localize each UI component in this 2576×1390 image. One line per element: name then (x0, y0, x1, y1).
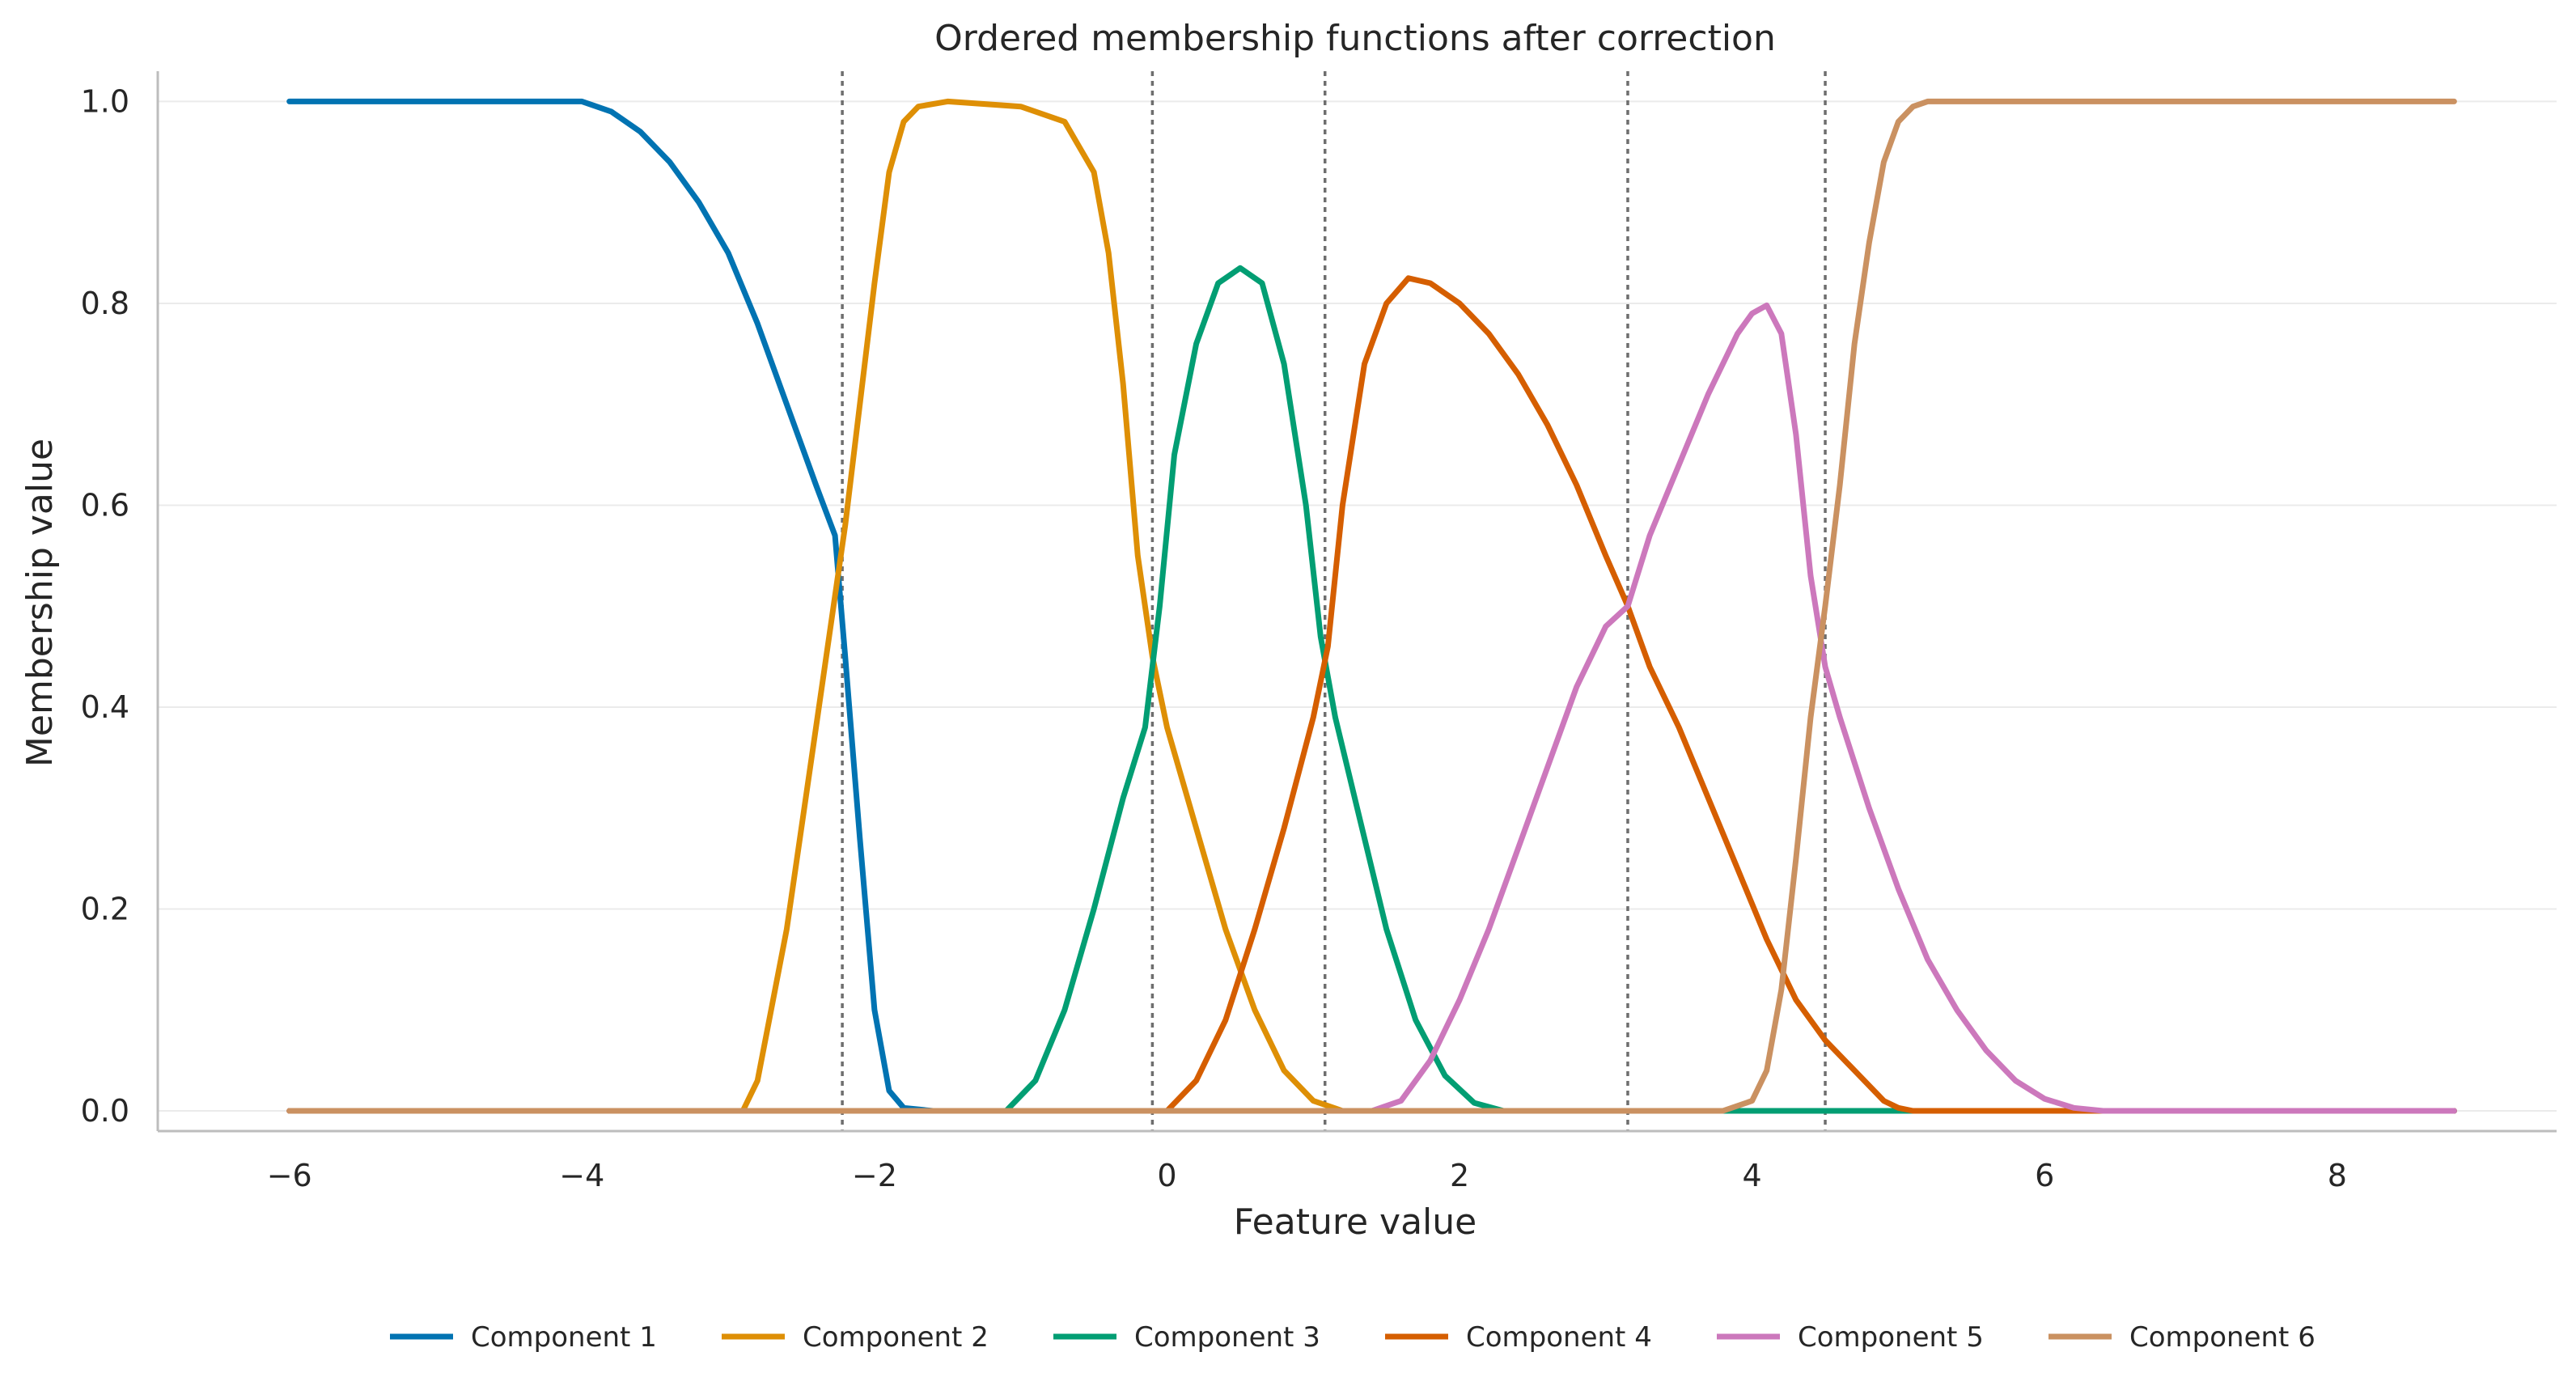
series-line-component-4 (286, 275, 2457, 1114)
legend-item-component-3: Component 3 (1053, 1321, 1320, 1354)
y-tick-label: 0.0 (81, 1093, 129, 1129)
series-line-component-6 (286, 98, 2457, 1114)
x-axis-label: Feature value (1234, 1201, 1477, 1243)
legend-label: Component 1 (471, 1321, 657, 1354)
x-tick-label: 2 (1450, 1158, 1469, 1193)
y-tick-label: 0.2 (81, 892, 129, 927)
x-tick-label: −2 (852, 1158, 897, 1193)
x-tick-label: 0 (1157, 1158, 1176, 1193)
legend-item-component-1: Component 1 (390, 1321, 657, 1354)
legend-item-component-5: Component 5 (1717, 1321, 1984, 1354)
legend-item-component-2: Component 2 (722, 1321, 989, 1354)
chart-title: Ordered membership functions after corre… (934, 18, 1776, 59)
legend-label: Component 4 (1466, 1321, 1652, 1354)
legend-label: Component 5 (1798, 1321, 1984, 1354)
series-lines (286, 98, 2457, 1114)
tick-labels: −6 −4 −2 0 2 4 6 8 0.0 0.2 0.4 0.6 0.8 1.0 (81, 83, 2347, 1193)
grid-lines (158, 100, 2557, 1112)
x-tick-label: 6 (2035, 1158, 2054, 1193)
series-line-component-1 (286, 98, 2457, 1114)
y-tick-label: 0.6 (81, 487, 129, 523)
y-tick-label: 0.4 (81, 689, 129, 725)
legend: Component 1 Component 2 Component 3 Compone… (390, 1321, 2315, 1354)
boundary-lines (841, 71, 1827, 1131)
legend-item-component-4: Component 4 (1385, 1321, 1652, 1354)
x-tick-label: 8 (2328, 1158, 2347, 1193)
x-tick-label: −6 (267, 1158, 312, 1193)
series-line-component-2 (286, 98, 2457, 1114)
y-tick-label: 1.0 (81, 83, 129, 119)
series-line-component-5 (286, 302, 2457, 1114)
series-line-component-3 (286, 265, 2457, 1114)
x-tick-label: 4 (1743, 1158, 1762, 1193)
x-tick-label: −4 (559, 1158, 604, 1193)
legend-label: Component 6 (2129, 1321, 2315, 1354)
legend-label: Component 3 (1134, 1321, 1320, 1354)
axes (156, 71, 2557, 1133)
y-axis-label: Membership value (19, 439, 61, 767)
legend-item-component-6: Component 6 (2049, 1321, 2315, 1354)
y-tick-label: 0.8 (81, 286, 129, 321)
legend-label: Component 2 (803, 1321, 989, 1354)
